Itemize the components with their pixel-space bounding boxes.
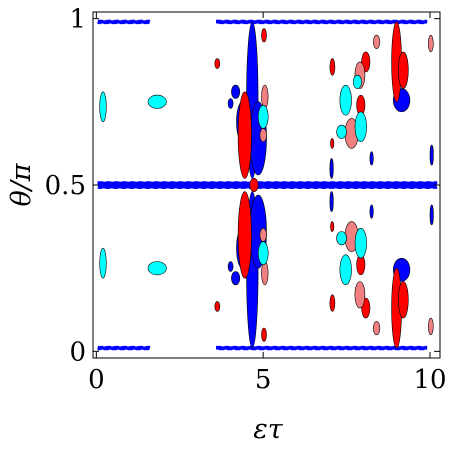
- contour-region-strong-negative-22: [369, 204, 374, 219]
- contour-region-strong-positive-39: [214, 58, 221, 69]
- plot-area: [97, 19, 438, 351]
- contour-region-weak-positive-46: [261, 84, 269, 109]
- x-tick-label-2: 10: [413, 365, 446, 395]
- contour-region-weak-positive-49: [259, 227, 267, 242]
- y-tick-label-0: 0: [69, 337, 86, 367]
- contour-region-weak-positive-52: [373, 34, 381, 49]
- contour-region-strong-negative-15: [227, 98, 234, 109]
- contour-region-weak-negative-64: [354, 111, 367, 143]
- contour-region-weak-negative-59: [257, 241, 269, 266]
- contour-region-weak-negative-61: [339, 254, 352, 286]
- contour-region-strong-negative-19: [429, 144, 434, 166]
- y-tick-label-1: 0.5: [45, 171, 86, 201]
- contour-region-strong-negative-18: [329, 158, 334, 179]
- contour-region-weak-positive-45: [354, 281, 366, 309]
- contour-region-weak-negative-65: [354, 227, 367, 259]
- contour-region-weak-negative-55: [99, 247, 107, 279]
- contour-region-weak-positive-48: [259, 128, 267, 143]
- contour-region-weak-negative-54: [99, 91, 107, 123]
- contour-region-strong-positive-34: [329, 294, 336, 312]
- contour-region-weak-negative-63: [336, 231, 347, 246]
- contour-region-weak-positive-47: [261, 261, 269, 286]
- y-tick-label-2: 1: [69, 5, 86, 35]
- contour-region-strong-negative-3: [216, 345, 428, 351]
- x-tick-label-1: 5: [255, 365, 272, 395]
- contour-region-weak-positive-50: [427, 34, 434, 53]
- contour-region-weak-positive-51: [427, 317, 434, 336]
- x-tick-label-0: 0: [88, 365, 105, 395]
- contour-region-strong-negative-4: [97, 181, 438, 189]
- contour-region-weak-negative-57: [147, 261, 167, 276]
- contour-region-weak-negative-66: [352, 74, 362, 89]
- ticks: 0 5 10 0 0.5 1: [45, 5, 447, 395]
- y-axis-label: θ/π: [6, 162, 37, 206]
- contour-region-weak-positive-53: [373, 321, 381, 336]
- contour-region-weak-negative-56: [147, 94, 167, 109]
- contour-region-strong-positive-28: [397, 281, 409, 319]
- contour-region-strong-positive-40: [214, 301, 221, 312]
- contour-region-strong-positive-23: [237, 91, 252, 179]
- contour-region-strong-negative-20: [429, 204, 434, 226]
- contour-region-strong-negative-0: [97, 19, 151, 25]
- contour-region-strong-positive-38: [261, 327, 267, 342]
- contour-region-weak-negative-62: [336, 124, 347, 139]
- contour-region-strong-negative-1: [216, 19, 428, 25]
- contour-region-strong-negative-2: [97, 345, 151, 351]
- contour-region-strong-positive-27: [397, 51, 409, 89]
- contour-region-strong-positive-41: [249, 178, 259, 193]
- contour-region-weak-negative-60: [339, 84, 352, 116]
- contour-region-strong-negative-17: [329, 191, 334, 212]
- contour-region-strong-positive-36: [330, 221, 335, 232]
- contour-region-weak-negative-58: [257, 104, 269, 129]
- x-axis-label: ετ: [253, 414, 283, 445]
- contour-region-strong-negative-14: [231, 271, 241, 286]
- contour-region-strong-positive-24: [237, 191, 252, 279]
- contour-region-strong-negative-13: [231, 84, 241, 99]
- contour-region-strong-negative-21: [369, 151, 374, 166]
- contour-region-strong-negative-16: [227, 261, 234, 272]
- contour-region-strong-positive-37: [261, 28, 267, 43]
- contour-region-strong-positive-33: [329, 58, 336, 76]
- contour-region-strong-positive-35: [330, 138, 335, 149]
